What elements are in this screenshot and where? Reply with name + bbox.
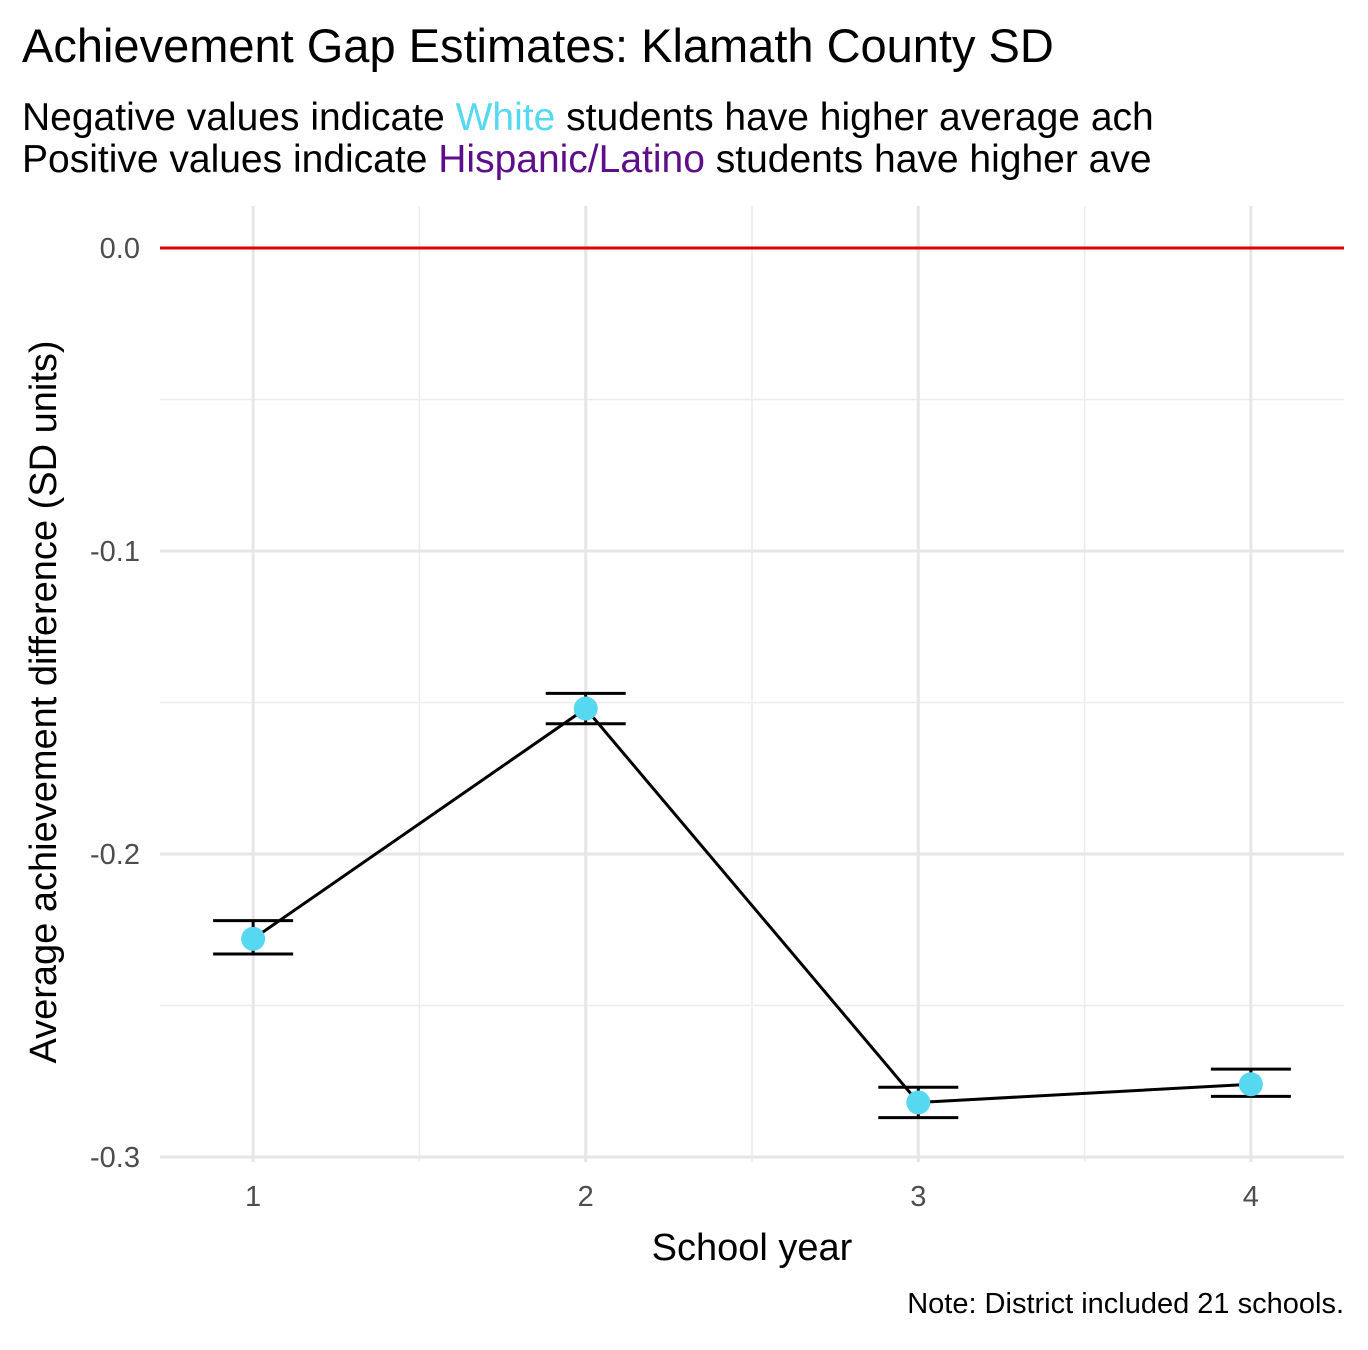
- chart-subtitle-line-1: Negative values indicate White students …: [22, 96, 1154, 140]
- y-tick-label: 0.0: [100, 233, 140, 265]
- y-tick-label: -0.3: [90, 1142, 140, 1174]
- y-tick-label: -0.1: [90, 536, 140, 568]
- data-point: [573, 696, 598, 721]
- x-tick-label: 3: [910, 1181, 926, 1213]
- y-axis-title: Average achievement difference (SD units…: [23, 340, 65, 1063]
- y-tick-label: -0.2: [90, 839, 140, 871]
- chart-caption: Note: District included 21 schools.: [907, 1288, 1344, 1320]
- chart-title: Achievement Gap Estimates: Klamath Count…: [22, 19, 1054, 72]
- x-tick-label: 1: [245, 1181, 261, 1213]
- data-point: [1238, 1072, 1263, 1097]
- series-line: [252, 706, 1251, 1104]
- subtitle-2-after: students have higher ave: [704, 138, 1152, 181]
- data-point: [241, 926, 266, 951]
- x-tick-label: 4: [1243, 1181, 1259, 1213]
- grid-lines: [160, 206, 1344, 1162]
- subtitle-2-before: Positive values indicate: [22, 138, 439, 181]
- x-axis-title: School year: [652, 1227, 853, 1269]
- subtitle-2-highlight: Hispanic/Latino: [438, 138, 705, 181]
- chart-subtitle-line-2: Positive values indicate Hispanic/Latino…: [22, 138, 1152, 182]
- series-line-group: [252, 706, 1251, 1104]
- data-point: [906, 1090, 931, 1115]
- subtitle-1-after: students have higher average ach: [555, 96, 1154, 139]
- subtitle-1-before: Negative values indicate: [22, 96, 456, 139]
- x-tick-label: 2: [578, 1181, 594, 1213]
- y-tick-labels: 0.0 -0.1 -0.2 -0.3: [90, 233, 140, 1174]
- x-tick-labels: 1 2 3 4: [245, 1181, 1259, 1213]
- data-points-group: [241, 696, 1263, 1115]
- subtitle-1-highlight: White: [455, 96, 556, 139]
